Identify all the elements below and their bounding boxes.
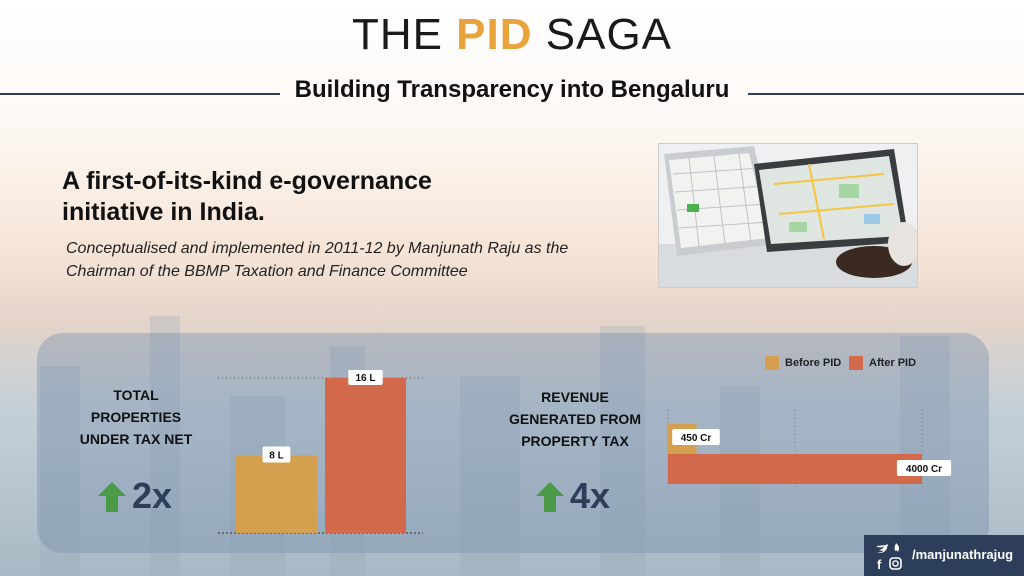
twitter-icon (876, 544, 888, 553)
right-divider (748, 93, 1024, 95)
title-suffix: SAGA (545, 10, 673, 59)
properties-bar-chart: 8 L 16 L (218, 370, 423, 534)
instagram-icon (889, 557, 902, 570)
legend-before: Before PID (765, 356, 841, 370)
title-highlight: PID (456, 10, 533, 59)
left-divider (0, 93, 280, 95)
properties-label: TOTAL PROPERTIES UNDER TAX NET (79, 387, 193, 447)
legend-before-swatch (765, 356, 779, 370)
facebook-icon: f (877, 557, 882, 572)
bar-after (325, 378, 406, 533)
data-label-after: 16 L (355, 373, 375, 384)
data-label-revenue-before-box (672, 429, 720, 445)
data-label-revenue-after-box (896, 460, 952, 476)
social-handle: /manjunathrajug (912, 547, 1014, 562)
page-title: THE PID SAGA (0, 10, 1024, 60)
laptop-map-photo (658, 143, 918, 288)
hbar-after (668, 454, 922, 484)
data-label-revenue-before: 450 Cr (681, 433, 712, 444)
social-icons: f (876, 543, 902, 572)
intro-description: Conceptualised and implemented in 2011-1… (66, 240, 569, 280)
bar-before (236, 455, 317, 533)
intro-headline: A first-of-its-kind e-governance initiat… (62, 167, 432, 226)
flame-icon (894, 543, 900, 552)
social-handle-bar[interactable]: f /manjunathrajug (864, 535, 1024, 576)
legend-after-swatch (849, 356, 863, 370)
data-label-revenue-after: 4000 Cr (906, 464, 942, 475)
data-label-after-box (348, 370, 383, 385)
revenue-label: REVENUE GENERATED FROM PROPERTY TAX (509, 389, 641, 449)
up-arrow-icon (536, 482, 564, 512)
legend-after: After PID (849, 356, 916, 370)
data-label-before-box (262, 446, 291, 463)
data-label-before: 8 L (269, 451, 283, 462)
properties-multiplier: 2x (132, 475, 173, 516)
title-prefix: THE (351, 10, 443, 59)
up-arrow-icon (98, 482, 126, 512)
revenue-multiplier: 4x (570, 475, 611, 516)
page-subtitle: Building Transparency into Bengaluru (294, 76, 730, 103)
subtitle-row: Building Transparency into Bengaluru (0, 74, 1024, 108)
revenue-bar-chart: 450 Cr 4000 Cr (667, 410, 952, 490)
stats-panel (37, 333, 989, 553)
